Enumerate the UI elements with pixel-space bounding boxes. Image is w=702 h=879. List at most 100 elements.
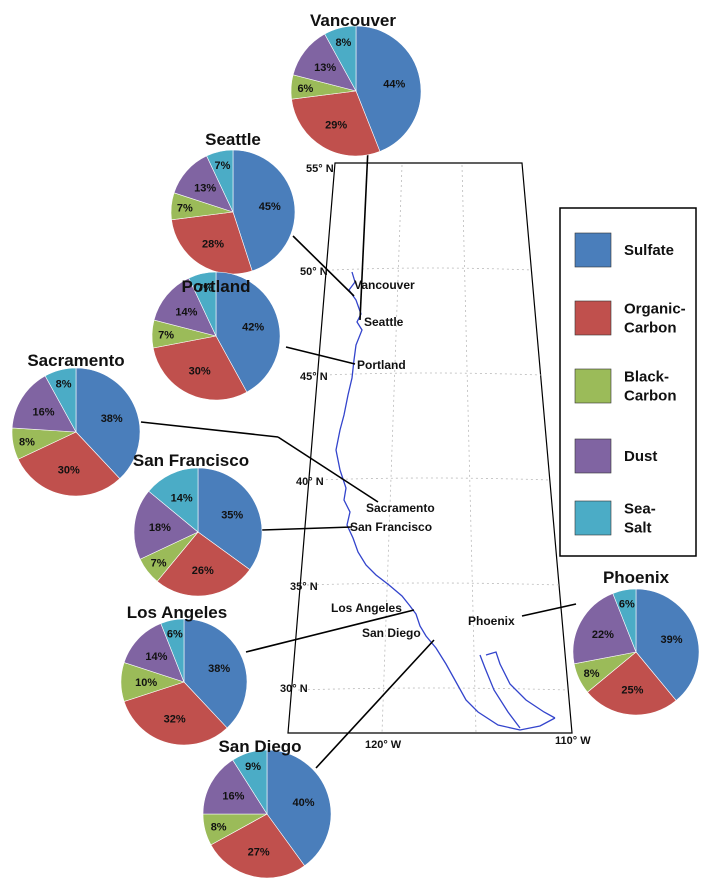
pie-slice-san-diego-sea-salt	[232, 749, 268, 816]
pie-slice-sacramento-organic-carbon	[17, 431, 121, 497]
pie-slice-sacramento-sea-salt	[44, 367, 77, 433]
pie-label-san-diego-sea-salt: 9%	[245, 761, 261, 773]
pie-label-seattle-black-carbon: 7%	[177, 202, 193, 214]
pie-slice-portland-dust	[153, 277, 217, 337]
pie-label-portland-sea-salt: 7%	[197, 282, 213, 294]
pie-slice-san-francisco-dust	[133, 490, 199, 560]
pie-label-portland-dust: 14%	[175, 307, 197, 319]
legend-label-dust: Dust	[624, 448, 657, 465]
pie-slice-sacramento-sulfate	[75, 367, 141, 480]
lon-label-110: 110° W	[555, 735, 591, 747]
pie-label-seattle-sea-salt: 7%	[214, 160, 230, 172]
pie-slice-phoenix-organic-carbon	[587, 651, 677, 716]
pie-slice-seattle-sulfate	[232, 149, 296, 272]
leader-lines	[140, 147, 577, 769]
pie-slice-sacramento-dust	[11, 375, 77, 433]
pie-label-los-angeles-dust: 14%	[145, 651, 167, 663]
pie-label-seattle-organic-carbon: 28%	[202, 238, 224, 250]
pie-label-sacramento-organic-carbon: 30%	[58, 465, 80, 477]
legend-label-sulfate: Sulfate	[624, 242, 674, 259]
pie-slice-phoenix-dust	[572, 593, 637, 665]
legend-item-organic-carbon: Organic- Carbon	[574, 300, 686, 337]
pie-slice-san-diego-dust	[202, 759, 268, 815]
map-label-sacramento: Sacramento	[366, 501, 435, 515]
pie-label-seattle-dust: 13%	[194, 182, 216, 194]
pie-label-vancouver-sulfate: 44%	[383, 79, 405, 91]
pie-label-vancouver-sea-salt: 8%	[335, 37, 351, 49]
legend-swatch-dust	[574, 438, 612, 474]
pie-phoenix: 39% 25% 8% 22% 6% Phoenix	[572, 568, 700, 716]
legend-swatch-sulfate	[574, 232, 612, 268]
pie-title-los-angeles: Los Angeles	[127, 603, 227, 622]
pie-slice-los-angeles-dust	[123, 623, 185, 683]
pie-label-portland-organic-carbon: 30%	[189, 366, 211, 378]
pie-slice-san-diego-sulfate	[266, 749, 332, 867]
legend-swatch-black-carbon	[574, 368, 612, 404]
pie-label-portland-sulfate: 42%	[242, 321, 264, 333]
map-label-los-angeles: Los Angeles	[331, 601, 402, 615]
pie-label-vancouver-dust: 13%	[314, 62, 336, 74]
coastline	[335, 271, 556, 731]
lat-label-30: 30° N	[280, 683, 308, 695]
map-label-phoenix: Phoenix	[468, 614, 515, 628]
pie-title-portland: Portland	[182, 277, 251, 296]
map-label-seattle: Seattle	[364, 315, 404, 329]
pie-slice-vancouver-sulfate	[355, 25, 422, 152]
pie-san-diego: 40% 27% 8% 16% 9% San Diego	[202, 737, 332, 879]
pie-sacramento: 38% 30% 8% 16% 8% Sacramento	[11, 351, 141, 497]
legend-label-sea-salt: Sea-	[624, 501, 656, 518]
pie-label-sacramento-black-carbon: 8%	[19, 436, 35, 448]
lat-label-40: 40° N	[296, 476, 324, 488]
pie-label-phoenix-sea-salt: 6%	[619, 599, 635, 611]
legend-label-organic-carbon: Carbon	[624, 320, 677, 337]
pie-label-vancouver-organic-carbon: 29%	[325, 120, 347, 132]
lat-label-55: 55° N	[306, 163, 334, 175]
pie-slice-portland-organic-carbon	[152, 335, 248, 401]
lat-label-35: 35° N	[290, 581, 318, 593]
pie-label-san-diego-black-carbon: 8%	[211, 821, 227, 833]
pie-label-san-diego-organic-carbon: 27%	[248, 846, 270, 858]
pie-slice-phoenix-sulfate	[635, 588, 700, 701]
map-label-vancouver: Vancouver	[354, 278, 415, 292]
pie-title-san-francisco: San Francisco	[133, 451, 249, 470]
pie-slice-san-francisco-sea-salt	[148, 467, 199, 533]
lat-label-50: 50° N	[300, 266, 328, 278]
map-label-san-diego: San Diego	[362, 626, 421, 640]
legend: Sulfate Organic- Carbon Black- Carbon Dust Sea…	[559, 207, 697, 557]
lat-label-45: 45° N	[300, 371, 328, 383]
pie-seattle: 45%28%7%13%7%Seattle	[170, 130, 296, 275]
pie-slice-seattle-organic-carbon	[171, 211, 253, 275]
pie-vancouver: 44% 29% 6%13% 8% Vancouver	[290, 11, 422, 157]
pie-label-seattle-sulfate: 45%	[259, 201, 281, 213]
legend-swatch-organic-carbon	[574, 300, 612, 336]
graticule	[297, 164, 569, 734]
legend-label-black-carbon: Black-	[624, 369, 669, 386]
pie-slice-san-francisco-sulfate	[197, 467, 263, 571]
pie-label-sacramento-sea-salt: 8%	[56, 379, 72, 391]
pie-slice-portland-sulfate	[215, 271, 281, 393]
pie-label-los-angeles-sea-salt: 6%	[167, 629, 183, 641]
pie-label-phoenix-sulfate: 39%	[661, 634, 683, 646]
pie-label-los-angeles-organic-carbon: 32%	[164, 714, 186, 726]
legend-label-organic-carbon: Organic-	[624, 301, 686, 318]
pie-label-portland-black-carbon: 7%	[158, 329, 174, 341]
pie-slice-los-angeles-sea-salt	[160, 618, 185, 683]
map-label-portland: Portland	[357, 358, 406, 372]
pie-slice-seattle-sea-salt	[206, 149, 234, 213]
pie-charts: 44%29%6%13%8%Vancouver45%28%7%13%7%Seatt…	[11, 11, 700, 879]
pie-label-phoenix-dust: 22%	[592, 629, 614, 641]
pie-label-san-diego-dust: 16%	[222, 791, 244, 803]
legend-label-black-carbon: Carbon	[624, 388, 677, 405]
pie-portland: 42%30%7%14%7%Portland	[151, 271, 281, 401]
pie-title-phoenix: Phoenix	[603, 568, 670, 587]
pie-label-san-francisco-sulfate: 35%	[221, 510, 243, 522]
pie-title-sacramento: Sacramento	[27, 351, 124, 370]
pie-title-san-diego: San Diego	[218, 737, 301, 756]
pie-label-san-francisco-sea-salt: 14%	[171, 492, 193, 504]
legend-item-sulfate: Sulfate	[574, 232, 674, 268]
pie-slice-vancouver-sea-salt	[324, 25, 357, 92]
pie-slice-los-angeles-sulfate	[183, 618, 248, 729]
legend-item-black-carbon: Black- Carbon	[574, 368, 677, 405]
pie-slice-los-angeles-organic-carbon	[123, 681, 228, 746]
pie-slice-san-diego-organic-carbon	[210, 813, 306, 879]
